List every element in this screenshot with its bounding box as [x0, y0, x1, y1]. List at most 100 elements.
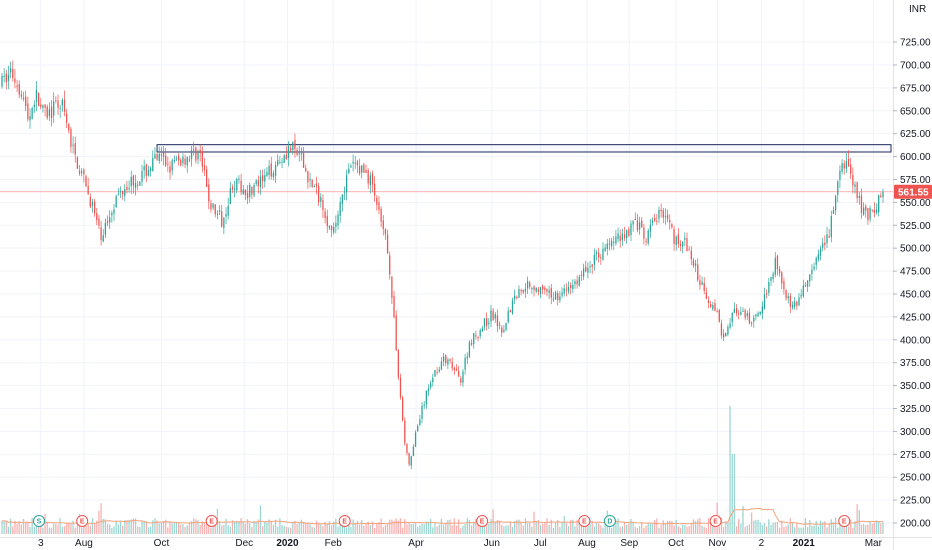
- candle-body: [738, 313, 740, 315]
- volume-bar: [800, 527, 802, 534]
- event-marker-earnings[interactable]: [476, 515, 489, 527]
- volume-bar: [772, 522, 774, 534]
- candle-body: [27, 103, 29, 120]
- volume-bar: [813, 525, 815, 534]
- volume-bar: [638, 525, 641, 534]
- candle-body: [384, 229, 387, 235]
- candle-body: [328, 225, 331, 228]
- resistance-zone-rect[interactable]: [156, 144, 892, 153]
- volume-bar: [427, 521, 430, 534]
- volume-bar: [177, 522, 180, 534]
- candle-body: [466, 356, 468, 359]
- candle-body: [671, 223, 673, 228]
- volume-bar: [139, 527, 141, 534]
- volume-bar: [766, 526, 768, 534]
- candle-body: [468, 342, 471, 357]
- candle-body: [378, 202, 380, 210]
- volume-bar: [811, 525, 813, 534]
- volume-bar: [880, 523, 882, 534]
- volume-bar: [29, 526, 31, 534]
- candle-body: [259, 176, 262, 187]
- event-marker-earnings[interactable]: [709, 515, 722, 527]
- volume-bar: [856, 504, 858, 534]
- event-marker-earnings[interactable]: [578, 515, 591, 527]
- volume-bar: [44, 513, 46, 534]
- candle-body: [481, 328, 483, 332]
- volume-bar: [145, 521, 147, 534]
- volume-bar: [587, 522, 589, 534]
- candle-body: [785, 289, 787, 299]
- candle-body: [31, 107, 33, 119]
- volume-bar: [124, 519, 126, 534]
- volume-bar: [529, 522, 531, 534]
- volume-bar: [393, 520, 395, 534]
- candle-body: [188, 159, 191, 161]
- candle-body: [173, 159, 175, 161]
- candle-body: [847, 159, 850, 167]
- volume-bar: [470, 525, 473, 534]
- event-marker-earnings[interactable]: [838, 515, 851, 527]
- volume-bar: [180, 524, 182, 534]
- event-marker-earnings[interactable]: [205, 515, 218, 527]
- event-marker-dividend[interactable]: [603, 515, 616, 527]
- volume-bar: [496, 519, 499, 534]
- candle-body: [651, 220, 654, 223]
- candle-body: [184, 158, 186, 165]
- event-marker-split[interactable]: [33, 515, 46, 527]
- volume-bar: [544, 523, 546, 534]
- candle-body: [445, 355, 447, 364]
- event-marker-earnings[interactable]: [338, 515, 351, 527]
- candle-body: [582, 268, 585, 277]
- volume-bar: [451, 525, 453, 534]
- candle-body: [830, 215, 832, 238]
- candle-body: [412, 446, 415, 457]
- candle-body: [632, 220, 634, 225]
- candle-body: [720, 323, 723, 336]
- candle-body: [548, 290, 550, 294]
- time-axis[interactable]: 3 Aug Oct Dec 2020 Feb Apr Jun Jul Aug Sep Oct Nov 2 2…: [38, 538, 883, 549]
- volume-bar: [692, 519, 695, 534]
- volume-bar: [690, 524, 692, 534]
- volume-bar: [802, 527, 804, 534]
- candle-body: [380, 208, 382, 222]
- volume-bar: [763, 523, 766, 534]
- candle-body: [778, 269, 781, 274]
- candle-body: [96, 213, 98, 221]
- volume-bar: [113, 526, 115, 534]
- volume-bar: [302, 522, 305, 534]
- candle-body: [363, 164, 365, 173]
- candle-body: [425, 390, 427, 405]
- volume-bar: [514, 520, 516, 534]
- volume-bar: [72, 520, 74, 534]
- candle-body: [557, 293, 559, 301]
- candle-body: [348, 168, 350, 174]
- volume-bar: [718, 526, 720, 534]
- candle-body: [705, 292, 708, 299]
- candle-body: [837, 181, 839, 195]
- volume-bar: [53, 523, 55, 534]
- volume-bar: [283, 525, 285, 534]
- event-marker-earnings[interactable]: [76, 515, 89, 527]
- volume-bar: [236, 521, 238, 534]
- candle-body: [197, 151, 199, 160]
- volume-bar: [576, 520, 578, 534]
- volume-bar: [557, 519, 559, 534]
- candle-body: [382, 220, 384, 229]
- volume-bar: [600, 525, 602, 534]
- volume-bar: [854, 521, 856, 534]
- candle-body: [98, 218, 100, 226]
- volume-bar: [727, 522, 729, 534]
- candle-body: [152, 158, 154, 172]
- volume-bar: [774, 522, 776, 534]
- candle-body: [682, 241, 684, 247]
- candle-body: [292, 142, 294, 151]
- candle-body: [550, 288, 552, 298]
- volume-bar: [119, 520, 122, 534]
- price-axis[interactable]: 725.00 700.00 675.00 650.00 625.00 600.00 575.…: [893, 38, 931, 530]
- candle-body: [473, 333, 475, 345]
- volume-bar: [109, 524, 111, 534]
- candle-body: [666, 214, 669, 219]
- candle-body: [91, 202, 94, 206]
- volume-bar: [9, 518, 12, 534]
